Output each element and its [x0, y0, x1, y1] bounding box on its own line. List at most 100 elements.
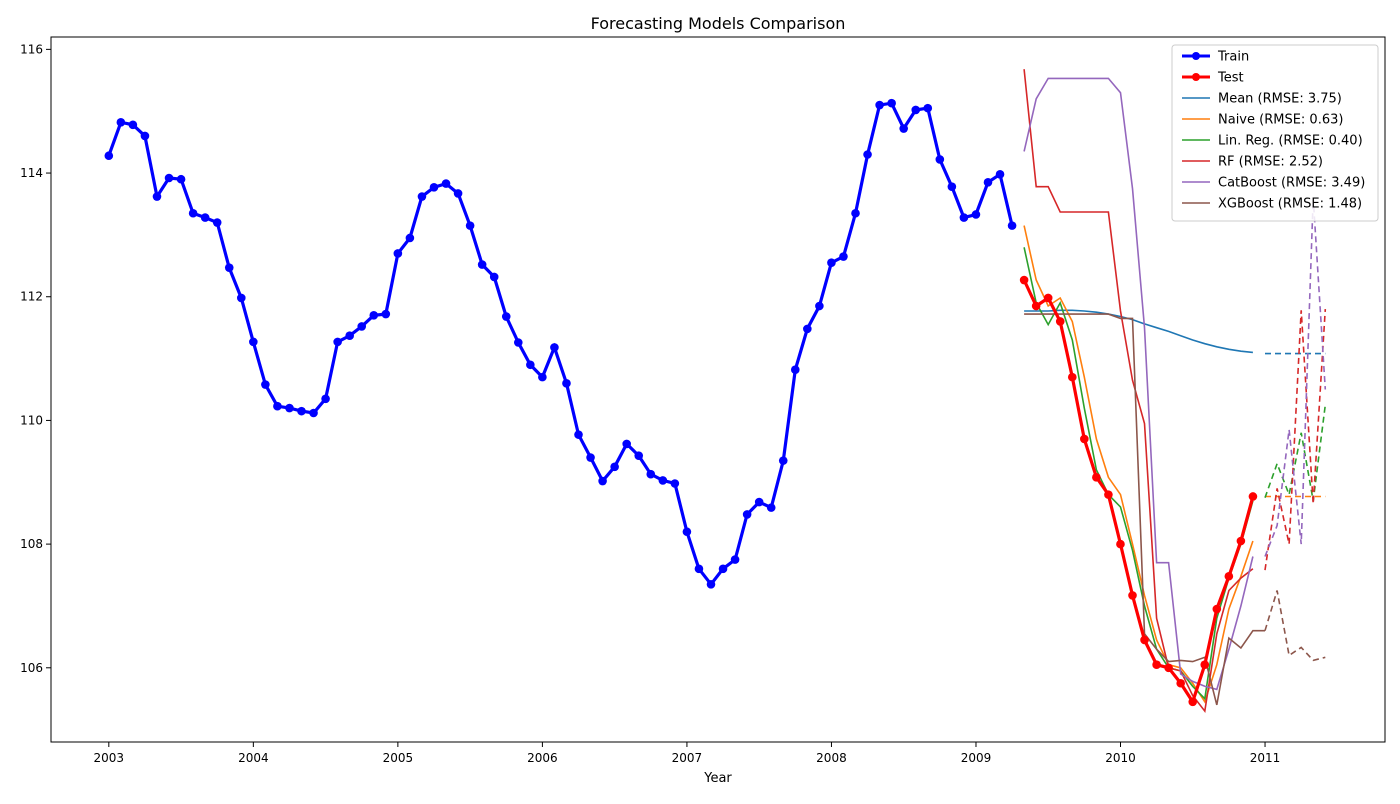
train-point — [321, 394, 330, 404]
train-point — [790, 365, 800, 375]
train-point — [562, 379, 571, 388]
test-point — [1080, 434, 1089, 444]
series-line-xgboost — [1024, 313, 1265, 706]
test-point — [1224, 571, 1234, 581]
forecast-line-rf — [1264, 309, 1327, 571]
train-point — [754, 497, 764, 507]
series-line-catboost — [1023, 77, 1254, 691]
test-point — [1200, 660, 1210, 669]
x-tick-label: 2005 — [383, 751, 414, 765]
series-line-naive — [1023, 225, 1254, 704]
train-point — [273, 401, 282, 411]
train-point — [658, 476, 668, 485]
chart-title: Forecasting Models Comparison — [591, 14, 846, 33]
x-tick-label: 2006 — [527, 751, 558, 765]
test-point — [1176, 678, 1185, 688]
train-point — [899, 124, 908, 133]
train-point — [224, 263, 234, 272]
x-tick-label: 2003 — [94, 751, 125, 765]
y-tick-label: 114 — [20, 166, 43, 180]
train-point — [357, 322, 367, 331]
y-axis: 106 108 110 112 114 116 — [20, 42, 51, 675]
train-point — [104, 151, 114, 161]
test-line — [1022, 279, 1255, 706]
train-point — [429, 182, 439, 192]
train-point — [526, 360, 535, 370]
train-point — [971, 210, 981, 219]
train-point — [285, 403, 294, 413]
train-point — [911, 105, 921, 115]
train-point — [875, 100, 884, 110]
train-point — [140, 131, 150, 141]
train-point — [682, 527, 692, 537]
forecast-line-catboost — [1264, 197, 1327, 557]
train-point — [574, 430, 583, 439]
train-point — [261, 380, 270, 389]
train-point — [393, 249, 403, 258]
train-point — [152, 192, 162, 201]
forecast-line-lin — [1264, 404, 1327, 501]
x-tick-label: 2011 — [1250, 751, 1281, 765]
train-point — [887, 98, 896, 108]
train-point — [778, 456, 788, 465]
train-point — [477, 260, 487, 269]
legend-marker — [1192, 52, 1200, 60]
test-point — [1031, 301, 1041, 311]
test-point — [1188, 697, 1198, 707]
test-point — [1236, 536, 1246, 546]
train-point — [730, 555, 740, 564]
x-axis: 2003 2004 2005 2006 2007 2008 2009 2010 2011 — [94, 742, 1281, 765]
train-point — [923, 103, 933, 113]
legend-label: Mean (RMSE: 3.75) — [1218, 92, 1342, 107]
train-point — [646, 469, 656, 479]
train-point — [851, 208, 860, 218]
train-point — [983, 178, 993, 187]
forecast-line-xgboost — [1264, 590, 1326, 662]
legend: Train Test Mean (RMSE: 3.75) Naive (RMSE: 0… — [1171, 44, 1379, 222]
y-tick-label: 112 — [20, 290, 43, 304]
train-point — [803, 324, 812, 334]
legend-label: CatBoost (RMSE: 3.49) — [1218, 176, 1365, 191]
train-point — [501, 312, 511, 321]
test-point — [1152, 660, 1161, 669]
train-point — [935, 155, 945, 164]
legend-label: Test — [1217, 71, 1244, 86]
train-point — [598, 476, 607, 486]
x-tick-label: 2008 — [816, 751, 847, 765]
train-point — [176, 174, 186, 184]
train-point — [586, 453, 595, 462]
train-point — [441, 179, 451, 188]
train-point — [718, 564, 728, 574]
test-point — [1212, 604, 1222, 614]
y-tick-label: 106 — [20, 661, 43, 675]
train-point — [465, 221, 475, 230]
train-point — [333, 337, 342, 347]
y-tick-label: 110 — [20, 413, 43, 427]
train-point — [417, 192, 427, 201]
train-point — [345, 331, 354, 340]
test-point — [1128, 591, 1137, 600]
legend-label: Train — [1217, 50, 1249, 65]
train-point — [164, 173, 174, 183]
train-point — [309, 408, 318, 418]
train-point — [453, 189, 463, 198]
train-line — [107, 101, 1014, 587]
legend-box — [1171, 44, 1379, 222]
train-point — [670, 479, 680, 488]
train-point — [827, 258, 836, 268]
train-point — [610, 462, 619, 472]
y-tick-label: 116 — [20, 42, 43, 56]
x-tick-label: 2009 — [961, 751, 992, 765]
test-point — [1116, 539, 1125, 549]
train-point — [1007, 221, 1017, 230]
train-point — [212, 218, 222, 227]
train-point — [513, 338, 523, 347]
train-point — [249, 337, 258, 347]
test-point — [1043, 293, 1053, 303]
train-point — [369, 310, 379, 320]
train-point — [550, 343, 559, 352]
test-point — [1067, 372, 1077, 382]
train-point — [947, 182, 957, 191]
test-point — [1248, 492, 1258, 501]
train-point — [297, 406, 306, 416]
